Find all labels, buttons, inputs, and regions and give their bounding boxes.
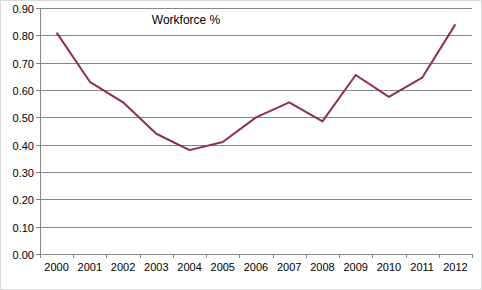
chart-area (1, 1, 482, 290)
tick-label: 0.50 (13, 112, 34, 124)
grid-line (40, 172, 472, 173)
x-tick-label: 2001 (78, 261, 102, 273)
tick-label: 0.30 (13, 167, 34, 179)
data-layer (57, 24, 456, 150)
grid-line (40, 199, 472, 200)
tick-mark (36, 199, 40, 200)
x-tick-mark (306, 254, 307, 258)
tick-label: 0.00 (13, 249, 34, 261)
tick-mark (36, 117, 40, 118)
grid-line (40, 35, 472, 36)
chart: 0.00 0.10 0.20 0.30 0.40 0.50 0.60 0.70 0.80 0.90… (0, 0, 482, 290)
x-tick-label: 2012 (443, 261, 467, 273)
tick-label: 0.40 (13, 140, 34, 152)
x-tick-label: 2004 (177, 261, 201, 273)
tick-label: 0.70 (13, 58, 34, 70)
x-tick-label: 2009 (343, 261, 367, 273)
tick-label: 0.60 (13, 85, 34, 97)
x-tick-label: 2008 (310, 261, 334, 273)
x-tick-mark (140, 254, 141, 258)
x-tick-label: 2002 (111, 261, 135, 273)
tick-mark (36, 227, 40, 228)
tick-mark (36, 63, 40, 64)
x-tick-label: 2003 (144, 261, 168, 273)
chart-title: Workforce % (152, 13, 221, 27)
x-axis (40, 254, 472, 255)
grid-line (40, 254, 472, 255)
x-tick-mark (372, 254, 373, 258)
x-tick-label: 2010 (377, 261, 401, 273)
grid-line (40, 63, 472, 64)
line-series (57, 24, 456, 150)
grid (40, 9, 472, 255)
x-tick-mark (173, 254, 174, 258)
x-tick-mark (273, 254, 274, 258)
x-tick-label: 2006 (244, 261, 268, 273)
tick-mark (36, 172, 40, 173)
x-tick-mark (472, 254, 473, 258)
x-tick-label: 2005 (211, 261, 235, 273)
tick-mark (36, 8, 40, 9)
grid-line (40, 227, 472, 228)
tick-mark (36, 35, 40, 36)
x-tick-mark (406, 254, 407, 258)
tick-label: 0.20 (13, 194, 34, 206)
y-axis (40, 8, 41, 254)
x-tick-mark (40, 254, 41, 258)
tick-mark (36, 145, 40, 146)
x-tick-mark (206, 254, 207, 258)
x-tick-mark (106, 254, 107, 258)
x-tick-mark (73, 254, 74, 258)
x-tick-mark (439, 254, 440, 258)
tick-label: 0.90 (13, 3, 34, 15)
tick-mark (36, 254, 40, 255)
tick-mark (36, 90, 40, 91)
x-tick-mark (239, 254, 240, 258)
x-tick-label: 2011 (410, 261, 434, 273)
tick-label: 0.80 (13, 30, 34, 42)
grid-line (40, 145, 472, 146)
x-tick-label: 2007 (277, 261, 301, 273)
tick-label: 0.10 (13, 222, 34, 234)
grid-line (40, 8, 472, 9)
x-tick-mark (339, 254, 340, 258)
x-tick-label: 2000 (44, 261, 68, 273)
